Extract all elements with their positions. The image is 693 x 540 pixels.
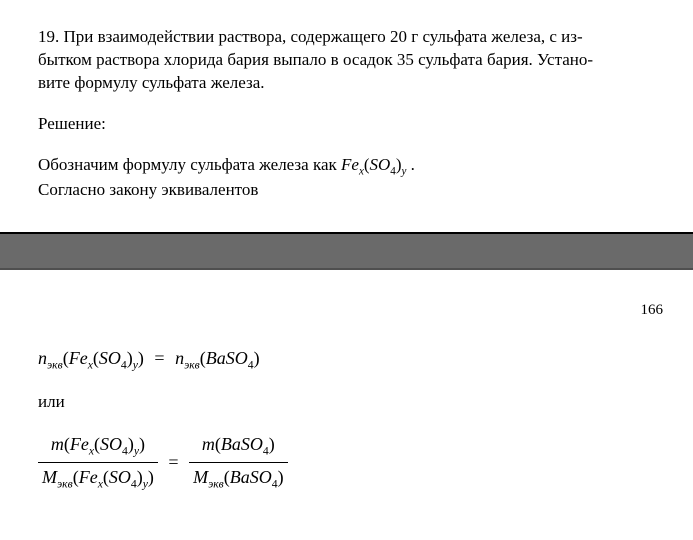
n-right: n bbox=[175, 348, 184, 368]
baso-2: BaSO bbox=[221, 434, 263, 454]
problem-text: 19. При взаимодействии раствора, содержа… bbox=[38, 26, 655, 95]
ekv-right: экв bbox=[184, 359, 200, 372]
intro-line: Обозначим формулу сульфата железа как Fe… bbox=[38, 154, 655, 202]
fe-3: Fe bbox=[70, 434, 89, 454]
so-sym: SO bbox=[370, 155, 391, 174]
so-sym-2: SO bbox=[99, 348, 121, 368]
or-label: или bbox=[38, 391, 655, 414]
so-y: y bbox=[402, 165, 407, 177]
fe-sym-2: Fe bbox=[69, 348, 88, 368]
m-num-l: m bbox=[51, 434, 64, 454]
problem-line3: вите формулу сульфата железа. bbox=[38, 73, 265, 92]
baso-3: BaSO bbox=[230, 467, 272, 487]
M-den-l: M bbox=[42, 467, 57, 487]
page-number: 166 bbox=[641, 300, 664, 320]
intro-a: Обозначим формулу сульфата железа как bbox=[38, 155, 341, 174]
intro-b: Согласно закону эквивалентов bbox=[38, 180, 258, 199]
n-left: n bbox=[38, 348, 47, 368]
M-den-r: M bbox=[193, 467, 208, 487]
frac-left: m(Fex(SO4)y) Mэкв(Fex(SO4)y) bbox=[38, 432, 158, 492]
m-num-r: m bbox=[202, 434, 215, 454]
problem-number: 19. bbox=[38, 27, 59, 46]
equation-2: m(Fex(SO4)y) Mэкв(Fex(SO4)y) = m(BaSO4) … bbox=[38, 432, 655, 492]
page-gap bbox=[0, 232, 693, 270]
fe-4: Fe bbox=[79, 467, 98, 487]
problem-line1: При взаимодействии раствора, содержащего… bbox=[64, 27, 583, 46]
ekv-left: экв bbox=[47, 359, 63, 372]
frac-right: m(BaSO4) Mэкв(BaSO4) bbox=[189, 432, 288, 492]
problem-line2: бытком раствора хлорида бария выпало в о… bbox=[38, 50, 593, 69]
fe-sym: Fe bbox=[341, 155, 359, 174]
baso-sym: BaSO bbox=[206, 348, 248, 368]
ekv-den-l: экв bbox=[57, 477, 73, 490]
so-3: SO bbox=[100, 434, 122, 454]
equation-1: nэкв(Fex(SO4)y) = nэкв(BaSO4) bbox=[38, 346, 655, 373]
solution-label: Решение: bbox=[38, 113, 655, 136]
formula-fex-so4y: Fex(SO4)y bbox=[341, 155, 411, 174]
ekv-den-r: экв bbox=[208, 477, 224, 490]
so-4b: SO bbox=[109, 467, 131, 487]
